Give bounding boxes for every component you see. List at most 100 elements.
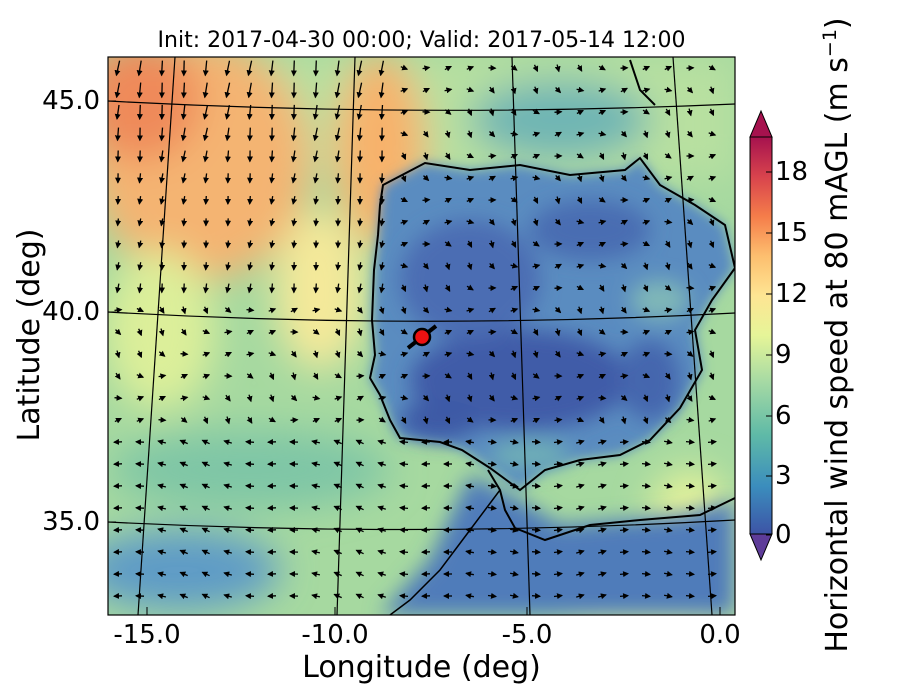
wind-arrow: [379, 240, 386, 249]
wind-arrow: [290, 104, 297, 121]
wind-arrow: [553, 593, 563, 600]
wind-arrow: [708, 108, 715, 117]
wind-arrow: [246, 127, 253, 142]
wind-arrow: [202, 127, 209, 142]
wind-arrow: [180, 82, 187, 99]
wind-arrow: [377, 505, 386, 512]
wind-arrow: [378, 82, 385, 99]
wind-arrow: [664, 108, 671, 116]
wind-arrow: [620, 241, 629, 248]
wind-arrow: [466, 218, 475, 225]
wind-arrow: [400, 284, 407, 293]
wind-arrow: [268, 394, 275, 403]
wind-arrow: [553, 527, 563, 534]
wind-arrow: [444, 351, 453, 358]
wind-arrow: [532, 306, 541, 313]
wind-arrow: [664, 175, 673, 182]
wind-arrow: [686, 86, 694, 94]
wind-arrow: [356, 60, 363, 77]
x-axis-label: Longitude (deg): [302, 650, 541, 685]
wind-arrow: [399, 571, 409, 578]
wind-arrow: [179, 527, 188, 534]
wind-arrow: [313, 218, 320, 227]
wind-arrow: [510, 153, 518, 160]
wind-arrow: [378, 104, 385, 120]
wind-arrow: [335, 173, 342, 184]
wind-arrow: [685, 570, 695, 577]
wind-arrow: [487, 548, 497, 555]
wind-arrow: [159, 262, 166, 271]
wind-arrow: [333, 571, 342, 578]
wind-arrow: [333, 483, 342, 490]
wind-arrow: [136, 104, 143, 121]
wind-arrow: [377, 549, 386, 556]
wind-arrow: [224, 127, 231, 142]
wind-arrow: [444, 219, 453, 226]
wind-arrow: [201, 505, 210, 512]
wind-arrow: [553, 571, 563, 578]
wind-arrow: [224, 329, 233, 336]
wind-arrow: [378, 395, 387, 402]
wind-arrow: [225, 262, 232, 271]
wind-arrow: [465, 439, 475, 446]
wind-arrow: [576, 571, 585, 578]
wind-arrow: [708, 153, 717, 160]
wind-arrow: [180, 373, 188, 380]
wind-arrow: [510, 350, 517, 359]
wind-arrow: [641, 460, 651, 467]
wind-arrow: [201, 593, 210, 600]
wind-arrow: [531, 526, 541, 533]
wind-arrow: [488, 262, 495, 270]
wind-arrow: [334, 306, 343, 313]
wind-arrow: [158, 306, 165, 314]
wind-arrow: [510, 285, 519, 292]
wind-arrow: [664, 130, 671, 139]
wind-arrow: [664, 262, 671, 271]
wind-arrow: [115, 240, 122, 249]
y-tick-label: 40.0: [42, 297, 100, 327]
wind-arrow: [180, 150, 187, 163]
wind-arrow: [619, 571, 629, 578]
wind-arrow: [311, 439, 321, 446]
wind-arrow: [333, 549, 342, 556]
wind-arrow: [334, 82, 341, 99]
colorbar-tick-label: 15: [775, 218, 809, 248]
wind-arrow: [444, 174, 453, 181]
wind-arrow: [531, 460, 541, 467]
wind-arrow: [708, 86, 715, 95]
wind-arrow: [224, 306, 232, 313]
wind-arrow: [377, 439, 386, 446]
wind-arrow: [444, 306, 453, 313]
wind-arrow: [181, 218, 188, 227]
wind-arrow: [158, 150, 165, 163]
wind-arrow: [136, 306, 145, 313]
wind-arrow: [444, 65, 452, 72]
wind-arrow: [137, 196, 144, 205]
wind-arrow: [158, 350, 166, 357]
wind-arrow: [531, 570, 541, 577]
wind-arrow: [641, 438, 651, 445]
wind-arrow: [554, 328, 561, 337]
wind-arrow: [531, 592, 541, 599]
wind-arrow: [598, 284, 605, 292]
wind-arrow: [157, 439, 167, 446]
wind-arrow: [487, 592, 497, 599]
wind-arrow: [532, 328, 539, 336]
wind-arrow: [642, 372, 651, 379]
wind-arrow: [179, 593, 188, 600]
wind-arrow: [510, 130, 519, 137]
wind-arrow: [620, 87, 628, 94]
wind-arrow: [312, 60, 319, 77]
colorbar-tick-label: 0: [775, 520, 792, 550]
wind-arrow: [444, 329, 453, 336]
wind-arrow: [400, 130, 409, 137]
wind-arrow: [422, 416, 429, 425]
wind-arrow: [466, 175, 475, 182]
wind-vectors: [113, 60, 717, 600]
wind-arrow: [488, 394, 495, 402]
wind-arrow: [355, 461, 364, 468]
wind-arrow: [399, 593, 409, 600]
wind-arrow: [291, 195, 298, 205]
wind-arrow: [510, 417, 519, 424]
